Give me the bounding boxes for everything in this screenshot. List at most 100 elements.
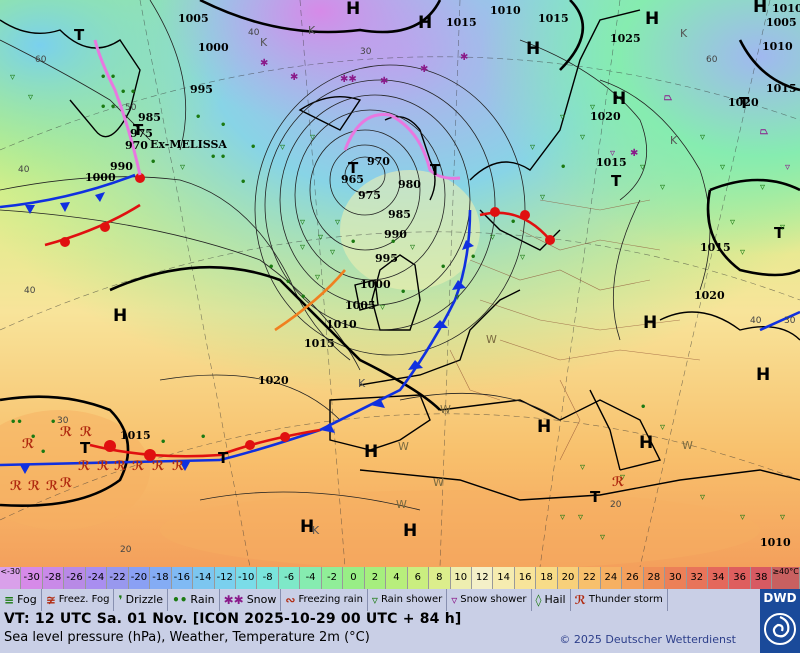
svg-text:30: 30 [57,416,69,426]
high-label: H [753,0,767,17]
svg-text:ℛ: ℛ [132,459,144,474]
svg-text:▿: ▿ [560,512,565,523]
map-info-panel: VT: 12 UTC Sa. 01 Nov. [ICON 2025-10-29 … [0,611,760,653]
svg-text:✱: ✱ [420,64,428,75]
legend-label: Freezing rain [298,594,363,605]
cold-marker: K [670,134,678,147]
high-label: H [643,313,657,333]
colorbar-cell: 30 [665,567,687,589]
legend-label: Fog [17,593,37,606]
colorbar-cell: -26 [64,567,86,589]
svg-text:▿: ▿ [318,232,323,243]
legend-item: ∾ Freezing rain [281,589,368,611]
colorbar-cell: 24 [600,567,623,589]
cold-marker: K [260,36,268,49]
svg-text:•: • [220,120,226,131]
low-label: T [80,439,91,457]
svg-text:▿: ▿ [10,72,15,83]
dwd-logo[interactable]: DWD [760,589,800,653]
isobar-label: 970 [125,139,148,152]
low-label: T [218,449,229,467]
low-label: T [774,224,785,242]
trough-line [274,269,346,332]
colorbar-cell: 38 [750,567,773,589]
svg-text:40: 40 [248,28,260,38]
legend-label: Thunder storm [588,594,663,605]
svg-text:ℛ: ℛ [114,459,126,474]
svg-text:▿: ▿ [700,492,705,503]
svg-text:•: • [268,262,274,273]
isobar-label: 1000 [85,171,116,184]
svg-text:✱✱: ✱✱ [340,74,357,85]
copyright: © 2025 Deutscher Wetterdienst [559,633,736,646]
legend-item: ℛ Thunder storm [571,589,668,611]
warm-marker: W [440,403,451,416]
cold-marker: K [308,24,316,37]
colorbar-cell: -10 [235,567,258,589]
colorbar-cell: 4 [386,567,408,589]
high-label: H [403,521,417,541]
isobar-label: 970 [367,155,390,168]
svg-text:▿: ▿ [560,112,565,123]
warm-marker: W [682,439,693,452]
storm-name-label: Ex-MELISSA [150,138,227,151]
svg-text:▿: ▿ [780,222,785,233]
svg-text:▿: ▿ [730,217,735,228]
colorbar-cell: -16 [171,567,194,589]
colorbar-cell: -12 [214,567,236,589]
high-label: H [113,306,127,326]
low-label: T [133,121,144,139]
svg-text:▿: ▿ [380,302,385,313]
svg-text:▿: ▿ [600,532,605,543]
svg-text:ℛ: ℛ [80,425,92,440]
colorbar-cell: 32 [686,567,708,589]
svg-text:ℛ: ℛ [78,459,90,474]
colorbar-cell: 18 [536,567,558,589]
low-label: T [348,159,359,177]
svg-text:▿: ▿ [740,512,745,523]
svg-text:•: • [400,287,406,298]
isobar-label: 980 [398,178,421,191]
svg-text:•: • [285,277,291,288]
isobar-label: 985 [388,208,411,221]
graticule [0,0,800,567]
high-label: H [612,89,626,109]
svg-text:ℛ: ℛ [172,459,184,474]
svg-text:▿: ▿ [760,182,765,193]
svg-text:ℛ: ℛ [152,459,164,474]
isobar-label: 1005 [178,12,209,25]
svg-text:✱: ✱ [630,148,638,159]
svg-text:▿: ▿ [310,132,315,143]
colorbar-cell: -4 [300,567,322,589]
colorbar-cell: 0 [343,567,365,589]
svg-text:▿: ▿ [660,182,665,193]
svg-text:50: 50 [125,103,137,113]
svg-text:▿: ▿ [280,142,285,153]
colorbar-cell: 20 [557,567,580,589]
svg-text:•: • [440,262,446,273]
colorbar-cell: 28 [643,567,666,589]
cold-warm-markers: K K K K K K W W W W W W [260,24,693,537]
svg-text:•: • [250,142,256,153]
svg-text:▿: ▿ [700,132,705,143]
colorbar-cell: 16 [514,567,537,589]
warm-marker: W [486,333,497,346]
svg-text:▿: ▿ [520,252,525,263]
svg-text:▿: ▿ [610,148,615,159]
isobar-label: 990 [384,228,407,241]
isobar-label: 1020 [258,374,289,387]
svg-text:30: 30 [360,47,372,57]
svg-text:30: 30 [784,316,796,326]
colorbar-cell: 22 [579,567,601,589]
svg-text:•: • [560,162,566,173]
colorbar-cell: 34 [707,567,730,589]
svg-text:•: • [195,112,201,123]
svg-text:▿: ▿ [410,242,415,253]
svg-text:⏢: ⏢ [760,126,769,137]
legend-item: ≆ Freez. Fog [42,589,115,611]
svg-text:▿: ▿ [720,162,725,173]
colorbar-cell: -30 [21,567,43,589]
drizzle-icon: ❜ [118,593,123,607]
